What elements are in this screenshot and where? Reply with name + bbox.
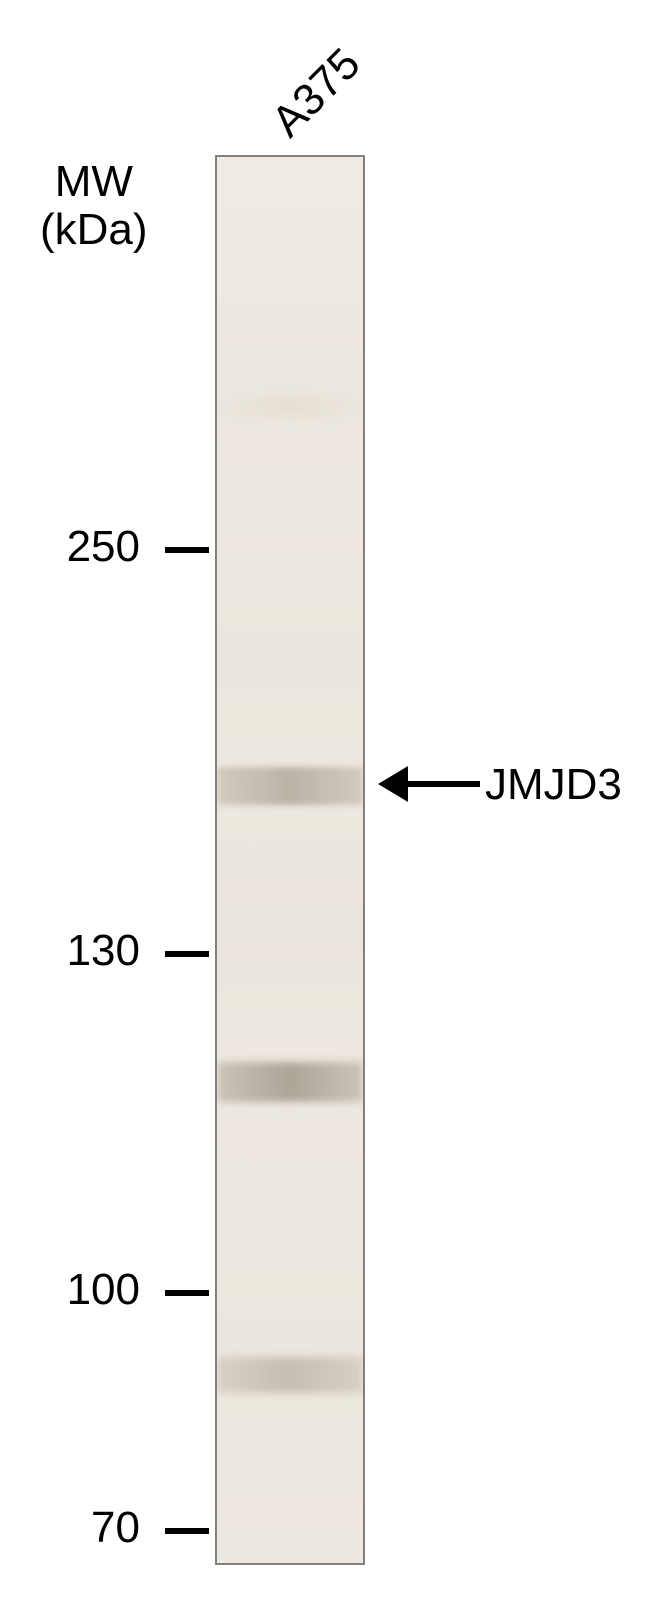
target-arrow xyxy=(378,766,480,802)
band-mid xyxy=(217,1062,363,1102)
marker-label-100: 100 xyxy=(60,1265,140,1315)
band-faint-upper xyxy=(217,392,363,422)
arrow-head-icon xyxy=(378,766,408,802)
marker-tick-130 xyxy=(165,951,209,957)
mw-header-line1: MW xyxy=(55,157,133,206)
mw-header-line2: (kDa) xyxy=(40,205,148,254)
blot-lane xyxy=(215,155,365,1565)
marker-label-70: 70 xyxy=(82,1503,140,1553)
band-lower xyxy=(217,1357,363,1393)
target-protein-label: JMJD3 xyxy=(485,760,622,810)
blot-figure: A375 MW (kDa) 250 130 100 70 JMJD3 xyxy=(0,0,650,1620)
marker-label-250: 250 xyxy=(60,522,140,572)
marker-tick-100 xyxy=(165,1290,209,1296)
marker-label-130: 130 xyxy=(60,926,140,976)
marker-tick-250 xyxy=(165,547,209,553)
band-target xyxy=(217,767,363,805)
sample-label: A375 xyxy=(262,39,370,147)
marker-tick-70 xyxy=(165,1528,209,1534)
mw-header: MW (kDa) xyxy=(40,158,148,255)
arrow-line xyxy=(408,781,480,787)
